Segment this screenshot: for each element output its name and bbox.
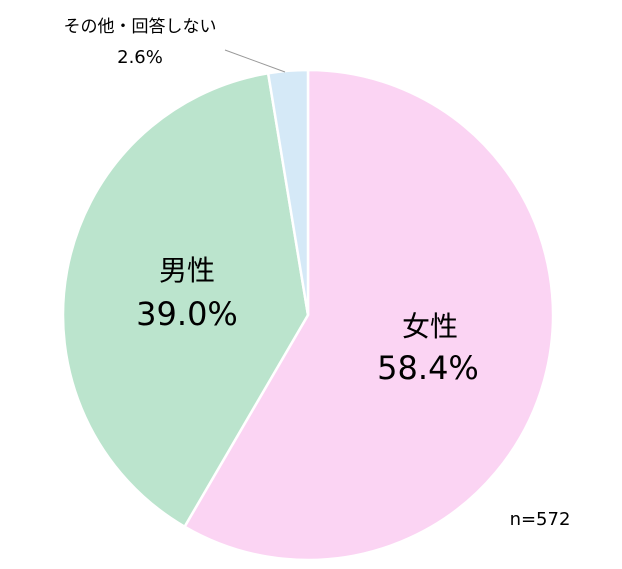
slice-value-label: 39.0% xyxy=(136,295,238,333)
slice-category-label: その他・回答しない xyxy=(64,17,217,37)
leader-line xyxy=(224,49,286,73)
slice-category-label: 女性 xyxy=(402,310,458,343)
slice-category-label: 男性 xyxy=(159,254,215,287)
slice-value-label: 2.6% xyxy=(117,47,163,68)
slice-value-label: 58.4% xyxy=(377,349,479,387)
pie-slice xyxy=(182,68,555,562)
pie-slice xyxy=(266,68,310,316)
pie-slice xyxy=(61,71,310,529)
sample-size-note: n=572 xyxy=(510,509,571,530)
